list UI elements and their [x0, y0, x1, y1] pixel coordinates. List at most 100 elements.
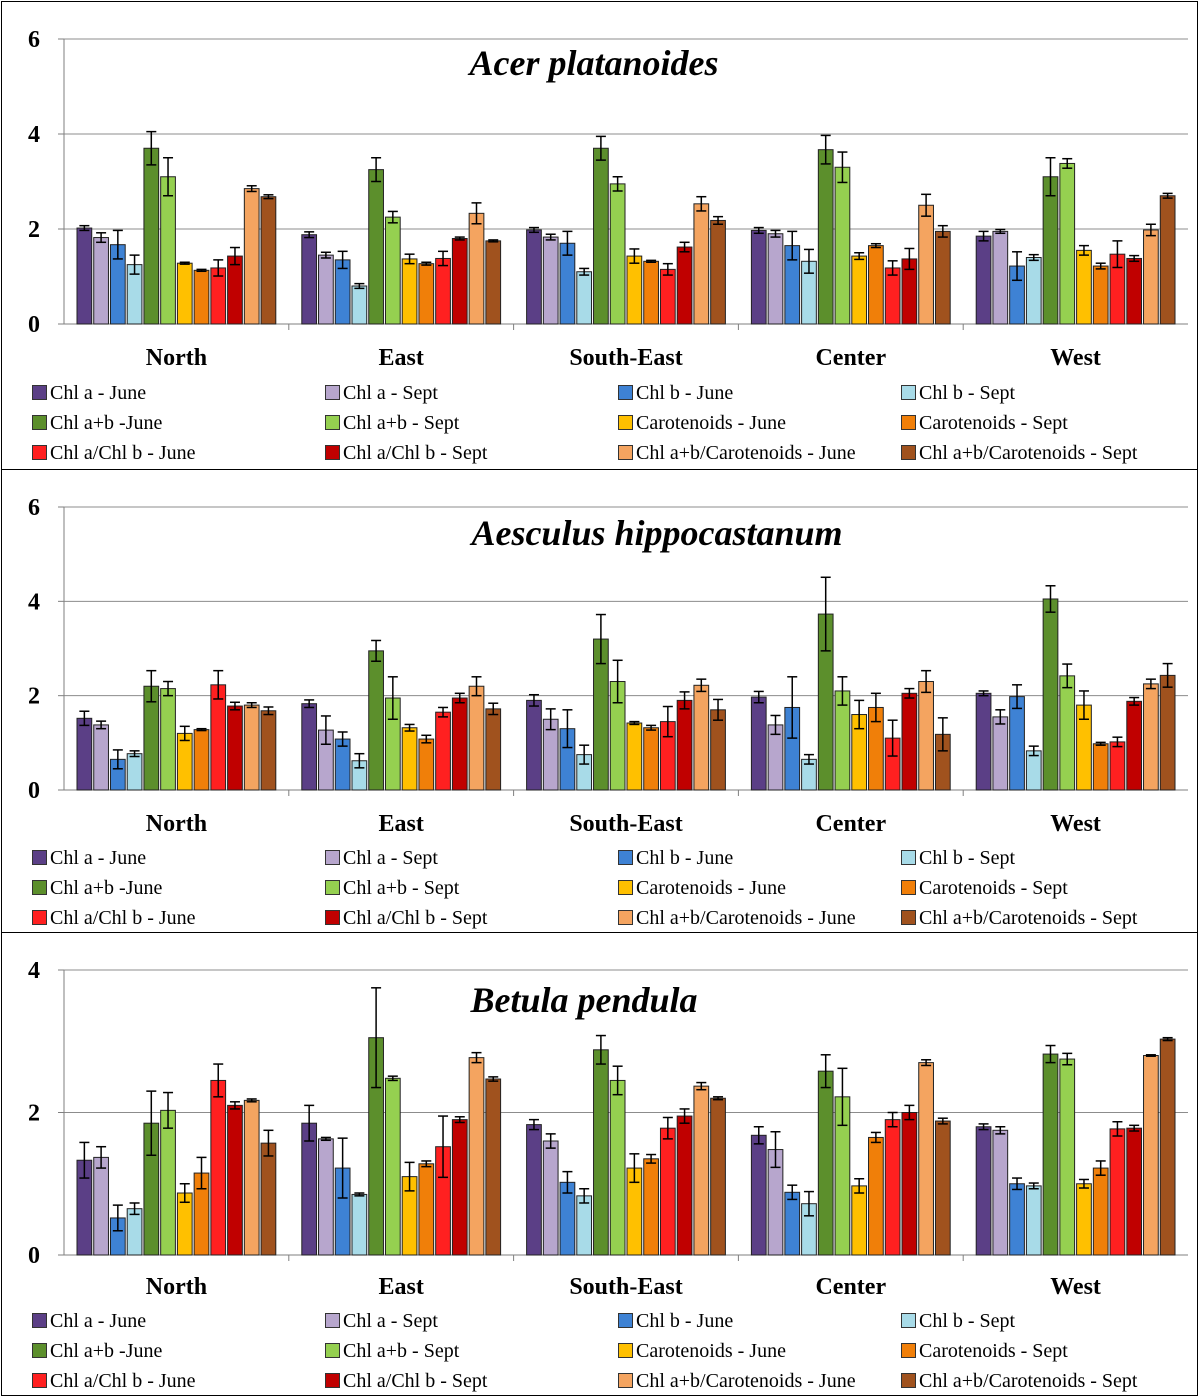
legend-item: Chl a+b - Sept: [325, 877, 459, 899]
legend-item: Carotenoids - June: [618, 1340, 786, 1362]
bar: [992, 230, 1009, 325]
bar: [1009, 696, 1025, 791]
bar: [750, 1134, 767, 1256]
bar: [176, 732, 193, 791]
y-tick-label: 2: [28, 1101, 40, 1127]
bar: [1059, 162, 1076, 325]
bar: [301, 1122, 318, 1256]
legend-swatch: [901, 1313, 916, 1328]
bar: [1109, 1128, 1126, 1256]
bar: [1143, 1055, 1159, 1256]
chart-title: Aesculus hippocastanum: [469, 513, 842, 553]
legend-label: Chl a/Chl b - June: [50, 1370, 196, 1392]
bar: [710, 219, 726, 325]
legend-item: Chl a/Chl b - Sept: [325, 1370, 487, 1392]
legend-item: Chl a+b/Carotenoids - June: [618, 1370, 856, 1392]
bar: [817, 149, 834, 325]
category-label: West: [1050, 345, 1101, 371]
legend-swatch: [325, 1313, 340, 1328]
legend-swatch: [901, 415, 916, 430]
legend-swatch: [32, 1373, 47, 1388]
legend-swatch: [618, 1313, 633, 1328]
legend-label: Chl a - Sept: [343, 382, 438, 404]
legend-item: Carotenoids - June: [618, 877, 786, 899]
bar: [210, 1079, 227, 1256]
bar: [868, 1136, 884, 1256]
legend-swatch: [901, 385, 916, 400]
bar: [176, 262, 193, 325]
bar: [451, 1119, 468, 1256]
legend-item: Chl a - Sept: [325, 382, 438, 404]
bar: [351, 285, 368, 325]
category-label: North: [146, 345, 207, 371]
legend-label: Carotenoids - June: [636, 877, 786, 899]
legend-item: Chl a/Chl b - June: [32, 442, 196, 464]
legend-swatch: [325, 415, 340, 430]
bar: [767, 233, 784, 325]
legend-label: Chl a+b/Carotenoids - June: [636, 1370, 856, 1392]
legend-swatch: [32, 1313, 47, 1328]
legend-item: Carotenoids - Sept: [901, 877, 1068, 899]
bar: [160, 688, 176, 791]
bar: [1143, 683, 1159, 791]
legend-item: Chl a - June: [32, 382, 146, 404]
y-tick-label: 0: [28, 1243, 40, 1269]
legend-label: Chl a+b - Sept: [343, 877, 460, 899]
legend-item: Chl a - Sept: [325, 847, 438, 869]
legend-item: Chl a+b/Carotenoids - Sept: [901, 442, 1137, 464]
bar: [143, 147, 160, 325]
legend-label: Chl a+b - Sept: [343, 1340, 460, 1362]
category-label: East: [379, 345, 424, 371]
bar: [1076, 249, 1092, 325]
bar: [435, 711, 451, 791]
bar: [593, 147, 609, 325]
y-tick-label: 0: [28, 778, 40, 804]
legend-label: Chl a - Sept: [343, 847, 438, 869]
bar: [901, 1112, 918, 1256]
bar: [1059, 675, 1076, 791]
bar: [1042, 1053, 1059, 1256]
bar: [227, 705, 243, 791]
bar: [418, 263, 435, 325]
legend-label: Chl a+b/Carotenoids - Sept: [919, 907, 1138, 929]
chart-title: Acer platanoides: [468, 43, 719, 83]
legend-label: Chl a - June: [50, 1310, 147, 1332]
legend-swatch: [325, 850, 340, 865]
chart-panel-aesculus: Aesculus hippocastanum 0 2 4 6 North East Sout…: [1, 469, 1198, 934]
legend-label: Chl a+b/Carotenoids - Sept: [919, 1370, 1138, 1392]
bar: [609, 183, 626, 325]
legend-label: Chl a+b -June: [50, 1340, 163, 1362]
bar: [93, 724, 109, 791]
bar: [435, 257, 451, 325]
bar: [1092, 1167, 1109, 1256]
bar: [384, 1077, 401, 1256]
bar: [626, 722, 643, 791]
bar: [676, 246, 693, 325]
bar: [934, 230, 951, 325]
legend-item: Carotenoids - June: [618, 412, 786, 434]
bar: [1025, 1185, 1042, 1256]
legend-item: Chl a+b - Sept: [325, 412, 459, 434]
legend-item: Chl a+b -June: [32, 1340, 162, 1362]
bar: [975, 1126, 992, 1256]
legend-swatch: [325, 1373, 340, 1388]
bar: [260, 1142, 277, 1256]
bar: [193, 729, 210, 791]
legend-item: Chl a+b - Sept: [325, 1340, 459, 1362]
bar: [1159, 1038, 1176, 1256]
bar: [318, 254, 334, 325]
bar: [1076, 1183, 1092, 1256]
bar: [593, 1049, 609, 1256]
legend-label: Chl b - June: [636, 847, 734, 869]
y-tick-label: 2: [28, 217, 40, 243]
bar: [227, 1104, 243, 1256]
bar: [542, 236, 559, 325]
bar: [160, 176, 176, 325]
legend-swatch: [901, 910, 916, 925]
legend-item: Chl a - June: [32, 1310, 146, 1332]
bar: [301, 234, 318, 325]
category-label: South-East: [569, 345, 682, 371]
bar: [884, 1119, 901, 1256]
legend-label: Carotenoids - June: [636, 412, 786, 434]
bar: [468, 1057, 485, 1256]
